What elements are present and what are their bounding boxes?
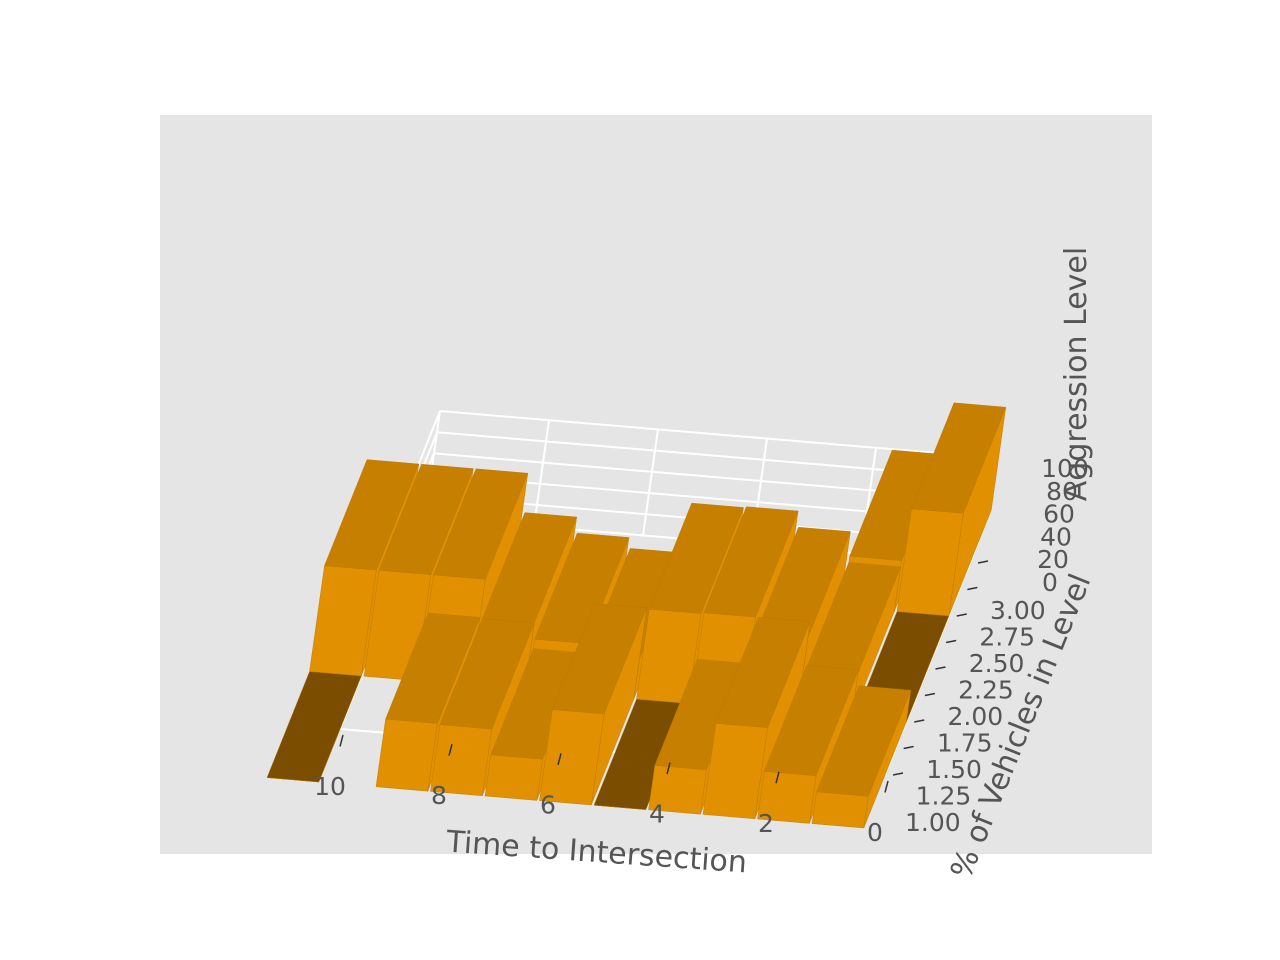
y-tick-mark	[967, 586, 978, 591]
y-tick-label: 2.75	[979, 623, 1035, 652]
bar-top	[385, 612, 481, 724]
y-tick-mark	[924, 692, 936, 697]
bar-top	[648, 502, 744, 614]
bar-top	[433, 468, 529, 580]
y-tick-label: 1.25	[916, 782, 972, 811]
y-tick-mark	[935, 666, 946, 670]
z-tick-label: 60	[1043, 500, 1075, 529]
x-tick-mark	[448, 744, 453, 756]
x-tick-label: 6	[540, 790, 556, 819]
y-tick-mark	[903, 745, 914, 750]
grid-line-x	[642, 429, 659, 536]
y-tick-label: 1.50	[926, 755, 982, 784]
x-tick-mark	[884, 780, 889, 793]
x-tick-label: 0	[867, 818, 883, 847]
y-tick-label: 1.00	[905, 808, 961, 837]
y-tick-label: 3.00	[990, 596, 1046, 625]
bar	[539, 603, 647, 806]
bar-front	[811, 791, 869, 829]
bar-front	[375, 718, 438, 792]
x-tick-mark	[339, 734, 344, 747]
bar-top	[439, 618, 535, 730]
y-tick-mark	[956, 613, 967, 617]
bar-top	[266, 671, 362, 783]
bar-front	[484, 754, 543, 801]
bar-top	[763, 665, 859, 776]
x-tick-mark	[557, 753, 562, 766]
x-tick-label: 10	[314, 772, 346, 801]
x-tick-label: 8	[431, 781, 447, 810]
z-tick-label: 20	[1037, 545, 1069, 574]
bar	[896, 402, 1007, 617]
x-tick-mark	[666, 762, 671, 775]
y-tick-mark	[892, 772, 904, 776]
y-tick-label: 2.25	[958, 676, 1014, 705]
bar-top	[378, 463, 474, 575]
grid-line-z	[439, 410, 986, 458]
z-tick-label: 80	[1046, 477, 1078, 506]
y-tick-label: 1.75	[937, 729, 993, 758]
bar-top	[552, 603, 647, 715]
z-tick-label: 0	[1042, 568, 1058, 597]
z-tick-label: 40	[1040, 522, 1072, 551]
z-tick-label: 100	[1041, 454, 1089, 483]
x-tick-label: 4	[649, 800, 665, 829]
bars	[266, 402, 1007, 829]
y-tick-label: 2.50	[969, 649, 1025, 678]
bar-top	[715, 617, 811, 728]
x-axis-ticks: 10 8 6 4 2 0	[314, 734, 889, 847]
bar	[266, 671, 362, 783]
z-axis-label: Aggression Level	[1059, 247, 1094, 501]
bar	[811, 685, 912, 829]
y-axis-ticks: 1.001.251.501.752.002.252.502.753.00	[892, 560, 1046, 837]
bar-top	[816, 685, 912, 797]
bar-top	[534, 532, 630, 644]
y-tick-mark	[977, 560, 989, 564]
grid-line-x	[533, 420, 550, 527]
y-tick-mark	[945, 639, 957, 644]
bar-top	[324, 459, 420, 571]
bar-top	[911, 402, 1007, 514]
x-tick-label: 2	[758, 809, 774, 838]
bar	[702, 617, 811, 820]
x-tick-mark	[775, 771, 780, 784]
y-tick-mark	[914, 719, 925, 723]
bar-top	[703, 506, 799, 618]
y-tick-label: 2.00	[948, 702, 1004, 731]
